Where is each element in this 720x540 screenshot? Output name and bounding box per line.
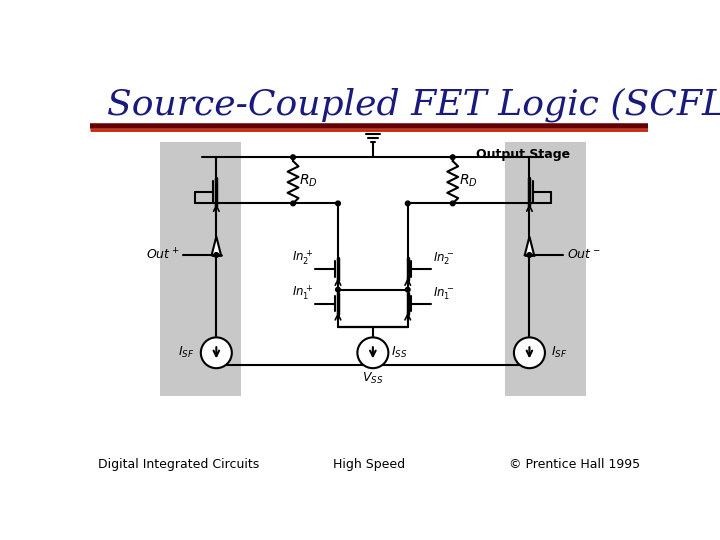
Text: $I_{SS}$: $I_{SS}$ xyxy=(392,345,408,360)
Circle shape xyxy=(405,287,410,292)
Text: $I_{SF}$: $I_{SF}$ xyxy=(551,345,567,360)
Text: Output Stage: Output Stage xyxy=(477,148,570,161)
Text: Digital Integrated Circuits: Digital Integrated Circuits xyxy=(98,458,259,471)
Text: High Speed: High Speed xyxy=(333,458,405,471)
Circle shape xyxy=(405,201,410,206)
Bar xyxy=(505,142,586,396)
Text: © Prentice Hall 1995: © Prentice Hall 1995 xyxy=(509,458,640,471)
Bar xyxy=(160,142,241,396)
Text: $Out^+$: $Out^+$ xyxy=(145,247,179,262)
Circle shape xyxy=(201,338,232,368)
Text: $V_{SS}$: $V_{SS}$ xyxy=(362,372,384,386)
Circle shape xyxy=(291,201,295,206)
Text: $I_{SF}$: $I_{SF}$ xyxy=(179,345,194,360)
Text: Source-Coupled FET Logic (SCFL): Source-Coupled FET Logic (SCFL) xyxy=(107,88,720,123)
Circle shape xyxy=(336,287,341,292)
Circle shape xyxy=(527,253,532,257)
Text: $R_D$: $R_D$ xyxy=(300,172,318,188)
Circle shape xyxy=(451,155,455,159)
Text: $Out^-$: $Out^-$ xyxy=(567,248,600,261)
Polygon shape xyxy=(212,237,221,255)
Circle shape xyxy=(336,201,341,206)
Text: $R_D$: $R_D$ xyxy=(459,172,477,188)
Circle shape xyxy=(291,155,295,159)
Circle shape xyxy=(357,338,388,368)
Text: $In_2^-$: $In_2^-$ xyxy=(433,251,454,267)
Text: $In_1^-$: $In_1^-$ xyxy=(433,286,454,302)
Circle shape xyxy=(514,338,545,368)
Text: $In_1^+$: $In_1^+$ xyxy=(292,283,313,302)
Text: $In_2^+$: $In_2^+$ xyxy=(292,248,313,267)
Circle shape xyxy=(451,201,455,206)
Circle shape xyxy=(214,253,219,257)
Polygon shape xyxy=(525,237,534,255)
